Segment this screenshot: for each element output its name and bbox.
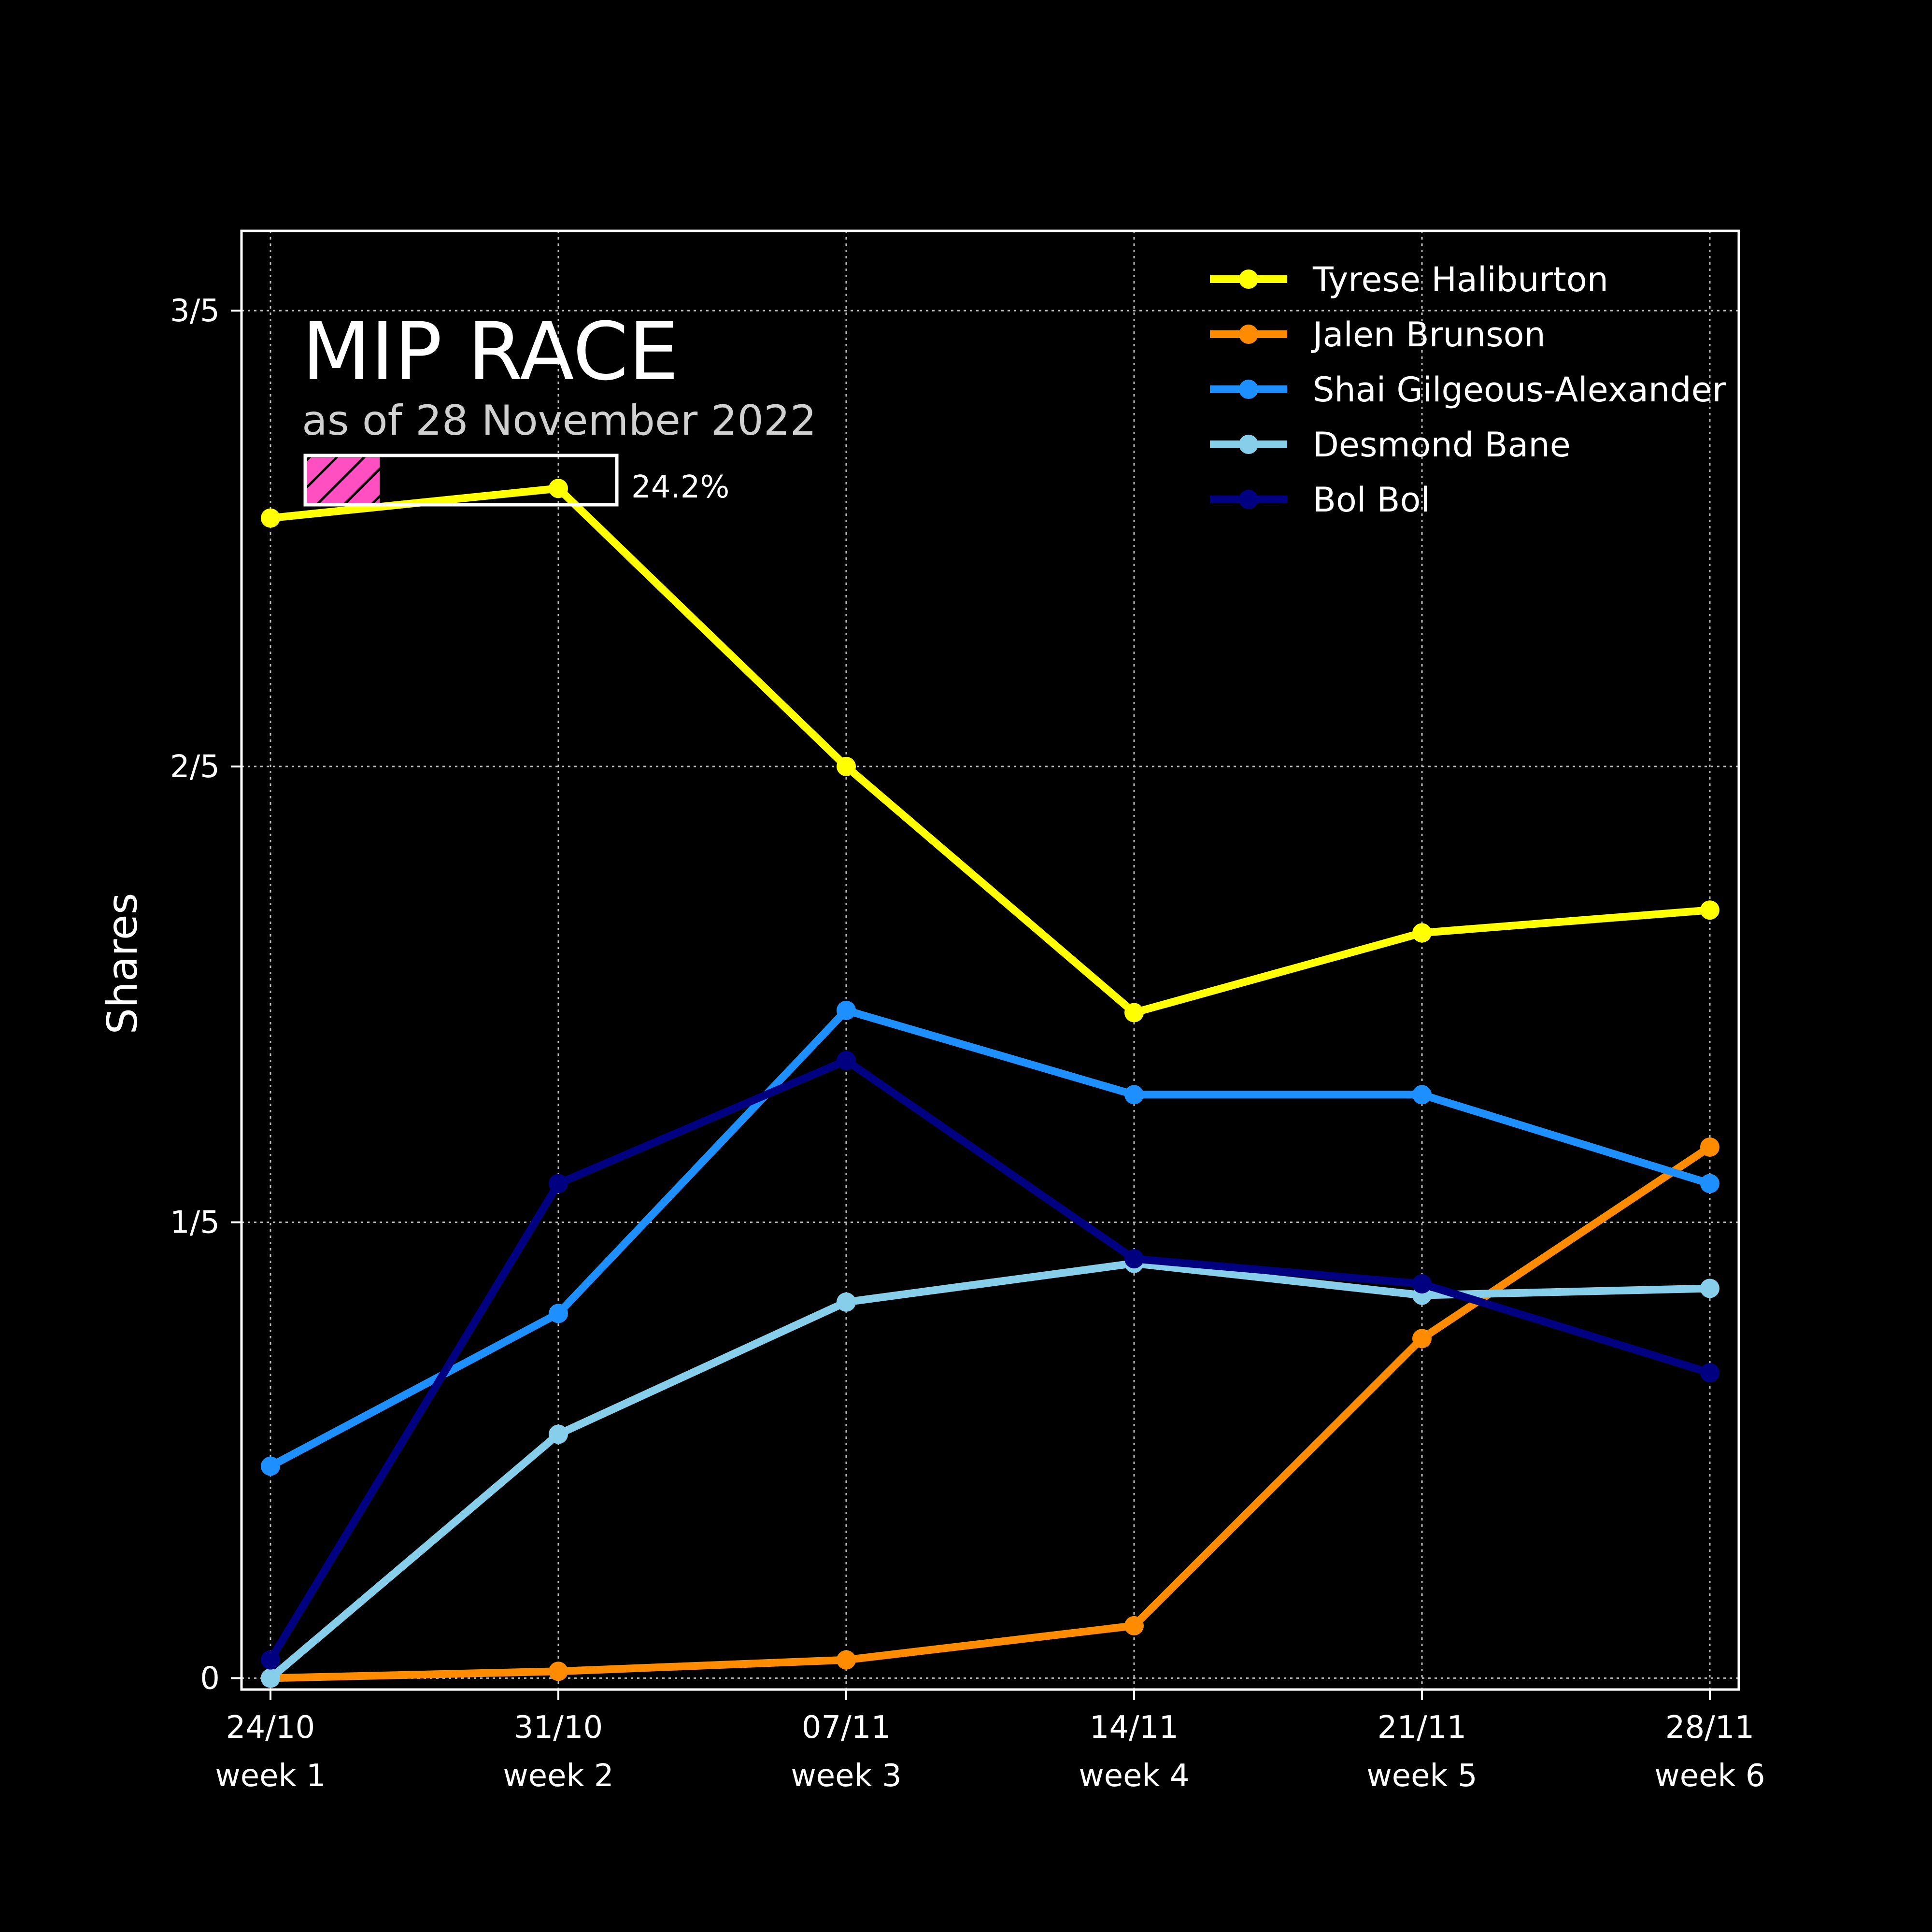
data-point [837,1650,856,1670]
data-point [1700,1137,1719,1157]
y-axis-label: Shares [99,893,147,1035]
y-tick-label: 0 [200,1661,220,1696]
progress-percent-label: 24.2% [631,469,729,505]
chart-title: MIP RACE [302,305,679,398]
x-tick-label-date: 21/11 [1378,1710,1466,1746]
chart-subtitle: as of 28 November 2022 [302,397,816,445]
series-line [267,1056,1714,1664]
x-tick-label-date: 14/11 [1090,1710,1179,1746]
data-point [1700,1174,1719,1193]
legend-marker [1239,380,1258,399]
data-point [1412,1274,1432,1294]
x-tick-label-week: week 4 [1079,1758,1189,1794]
data-point [1700,900,1719,920]
legend-label: Desmond Bane [1313,425,1571,465]
data-point [1124,1003,1144,1023]
data-point [1412,923,1432,943]
legend-label: Shai Gilgeous-Alexander [1313,370,1726,410]
data-point [549,1304,568,1323]
progress-bar-frame [303,454,619,507]
series-line [267,1259,1714,1682]
x-tick-label-week: week 5 [1366,1758,1477,1794]
x-tick-label-week: week 1 [215,1758,326,1794]
legend-marker [1239,270,1258,289]
series-shai-gilgeous-alexander [261,1000,1719,1476]
data-point [837,1051,856,1070]
legend-marker [1239,325,1258,344]
data-point [261,508,280,528]
data-point [261,1668,280,1688]
y-tick-label: 1/5 [170,1205,220,1241]
x-tick-label-week: week 2 [503,1758,613,1794]
x-tick-label-date: 07/11 [802,1710,891,1746]
data-point [1124,1249,1144,1269]
series-tyrese-haliburton [261,479,1719,1023]
progress-bar-fill [305,457,380,504]
legend: Tyrese Haliburton Jalen Brunson Shai Gilge… [1210,260,1726,520]
data-point [549,479,568,498]
data-point [1124,1085,1144,1105]
y-axis-ticks: 0 1/5 2/5 3/5 [170,293,242,1696]
series-line [267,1006,1714,1470]
legend-entry: Jalen Brunson [1210,315,1546,355]
data-point [1700,1279,1719,1298]
data-point [837,1000,856,1020]
legend-marker [1239,490,1258,509]
data-point [837,756,856,776]
x-tick-label-week: week 3 [791,1758,901,1794]
data-point [1124,1616,1144,1635]
data-point [261,1650,280,1670]
data-point [549,1424,568,1444]
data-point [549,1174,568,1193]
data-point [261,1456,280,1476]
series-jalen-brunson [261,1137,1719,1688]
legend-label: Tyrese Haliburton [1312,260,1608,299]
x-tick-label-date: 31/10 [514,1710,603,1746]
legend-entry: Tyrese Haliburton [1210,260,1608,299]
series-bol-bol [261,1051,1719,1670]
plot-frame [240,229,1740,1691]
grid-lines [242,231,1739,1690]
title-block: MIP RACE as of 28 November 2022 24.2% [302,305,816,507]
legend-label: Jalen Brunson [1311,315,1546,355]
legend-marker [1239,435,1258,454]
legend-entry: Shai Gilgeous-Alexander [1210,370,1726,410]
series-line [267,1143,1714,1682]
x-tick-label-date: 28/11 [1665,1710,1754,1746]
series-line [267,484,1714,1017]
x-axis-ticks: 24/10 week 1 31/10 week 2 07/11 week 3 14/11 we… [215,1690,1765,1794]
legend-entry: Desmond Bane [1210,425,1571,465]
data-point [1412,1085,1432,1105]
legend-label: Bol Bol [1313,480,1430,520]
y-tick-label: 2/5 [170,749,220,785]
series-lines [261,479,1719,1688]
x-tick-label-date: 24/10 [226,1710,315,1746]
data-point [837,1292,856,1312]
x-tick-label-week: week 6 [1654,1758,1765,1794]
y-tick-label: 3/5 [170,293,220,329]
data-point [1412,1329,1432,1349]
legend-entry: Bol Bol [1210,480,1430,520]
data-point [1700,1363,1719,1383]
data-point [549,1662,568,1681]
